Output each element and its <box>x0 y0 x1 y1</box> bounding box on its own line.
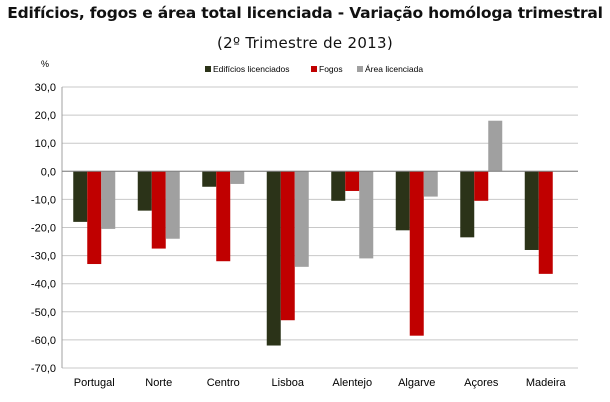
bar-3 <box>101 171 116 229</box>
legend: Edifícios licenciados Fogos Área licenciad… <box>205 64 423 74</box>
chart-title: Edifícios, fogos e área total licenciada… <box>7 4 603 22</box>
bar-3 <box>359 171 374 259</box>
y-tick-label: -60,0 <box>31 335 56 347</box>
bar-1 <box>331 171 346 201</box>
bar-2 <box>474 171 489 201</box>
y-tick-label: -50,0 <box>31 307 56 319</box>
bar-1 <box>460 171 475 238</box>
x-category-label: Açores <box>464 377 499 389</box>
bar-3 <box>294 171 309 267</box>
y-tick-label: -70,0 <box>31 363 56 375</box>
bar-1 <box>266 171 281 346</box>
bar-1 <box>202 171 217 187</box>
bar-2 <box>151 171 166 249</box>
bar-2 <box>409 171 424 336</box>
bar-1 <box>73 171 88 222</box>
axes: 30,0 20,0 10,0 0,0 -10,0 -20,0 -30,0 -40,0 -50,0… <box>31 59 578 389</box>
y-tick-label: 30,0 <box>35 82 56 94</box>
x-category-label: Lisboa <box>272 377 305 389</box>
x-category-label: Madeira <box>526 377 567 389</box>
legend-label: Fogos <box>319 64 343 74</box>
y-tick-label: 20,0 <box>35 110 56 122</box>
legend-swatch <box>205 66 211 72</box>
x-category-label: Norte <box>145 377 172 389</box>
bars <box>73 120 553 346</box>
bar-3 <box>423 171 438 197</box>
y-tick-label: -20,0 <box>31 223 56 235</box>
bar-3 <box>165 171 180 239</box>
bar-2 <box>345 171 360 191</box>
bar-3 <box>488 120 503 172</box>
y-tick-label: -10,0 <box>31 194 56 206</box>
legend-swatch <box>311 66 317 72</box>
x-category-label: Centro <box>207 377 240 389</box>
y-tick-label: 0,0 <box>41 166 56 178</box>
bar-1 <box>524 171 539 250</box>
legend-swatch <box>357 66 363 72</box>
legend-label: Área licenciada <box>365 64 423 74</box>
y-tick-label: -30,0 <box>31 251 56 263</box>
x-category-label: Alentejo <box>332 377 372 389</box>
y-tick-label: 10,0 <box>35 138 56 150</box>
y-axis-unit: % <box>41 59 49 69</box>
x-category-label: Algarve <box>398 377 435 389</box>
bar-2 <box>538 171 553 274</box>
bar-2 <box>87 171 102 265</box>
bar-3 <box>230 171 245 184</box>
bar-1 <box>395 171 410 231</box>
x-category-label: Portugal <box>74 377 115 389</box>
bar-1 <box>137 171 152 211</box>
bar-2 <box>280 171 295 321</box>
legend-label: Edifícios licenciados <box>213 64 290 74</box>
y-tick-label: -40,0 <box>31 279 56 291</box>
gridlines <box>62 86 578 369</box>
bar-2 <box>216 171 231 262</box>
chart-subtitle: (2º Trimestre de 2013) <box>216 34 394 52</box>
